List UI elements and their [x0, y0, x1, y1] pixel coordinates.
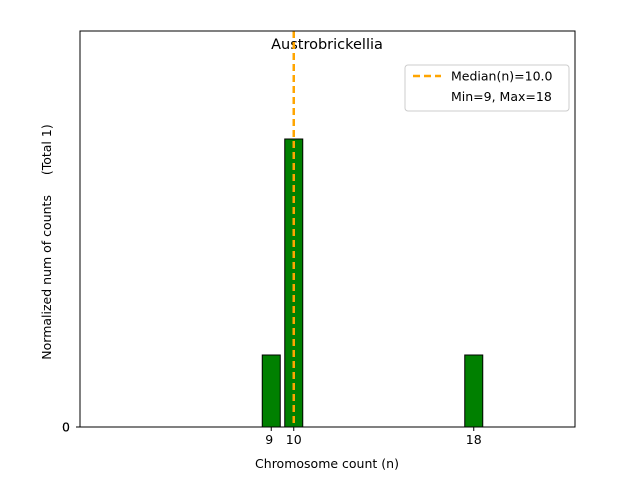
- y-axis-label: Normalized num of counts (Total 1): [39, 124, 54, 359]
- x-tick-label-18: 18: [466, 432, 482, 447]
- y-tick-label-0: 0: [62, 420, 70, 435]
- legend: Median(n)=10.0 Min=9, Max=18: [404, 64, 570, 112]
- bar-n-9: [261, 354, 281, 428]
- bar-n-18: [464, 354, 484, 428]
- x-tick-label-10: 10: [286, 432, 302, 447]
- chart-title: Austrobrickellia: [271, 37, 383, 53]
- plot-frame: [79, 30, 576, 428]
- x-ticks: 9 10 18: [265, 427, 482, 447]
- legend-minmax-label: Min=9, Max=18: [451, 89, 552, 104]
- legend-box: [404, 64, 570, 112]
- legend-median-label: Median(n)=10.0: [451, 69, 552, 84]
- y-tick-label-1: 0: [62, 420, 70, 435]
- bars-layer: [261, 138, 484, 428]
- x-axis-label: Chromosome count (n): [255, 456, 399, 471]
- y-ticks: 00: [62, 420, 80, 435]
- x-tick-label-9: 9: [265, 432, 273, 447]
